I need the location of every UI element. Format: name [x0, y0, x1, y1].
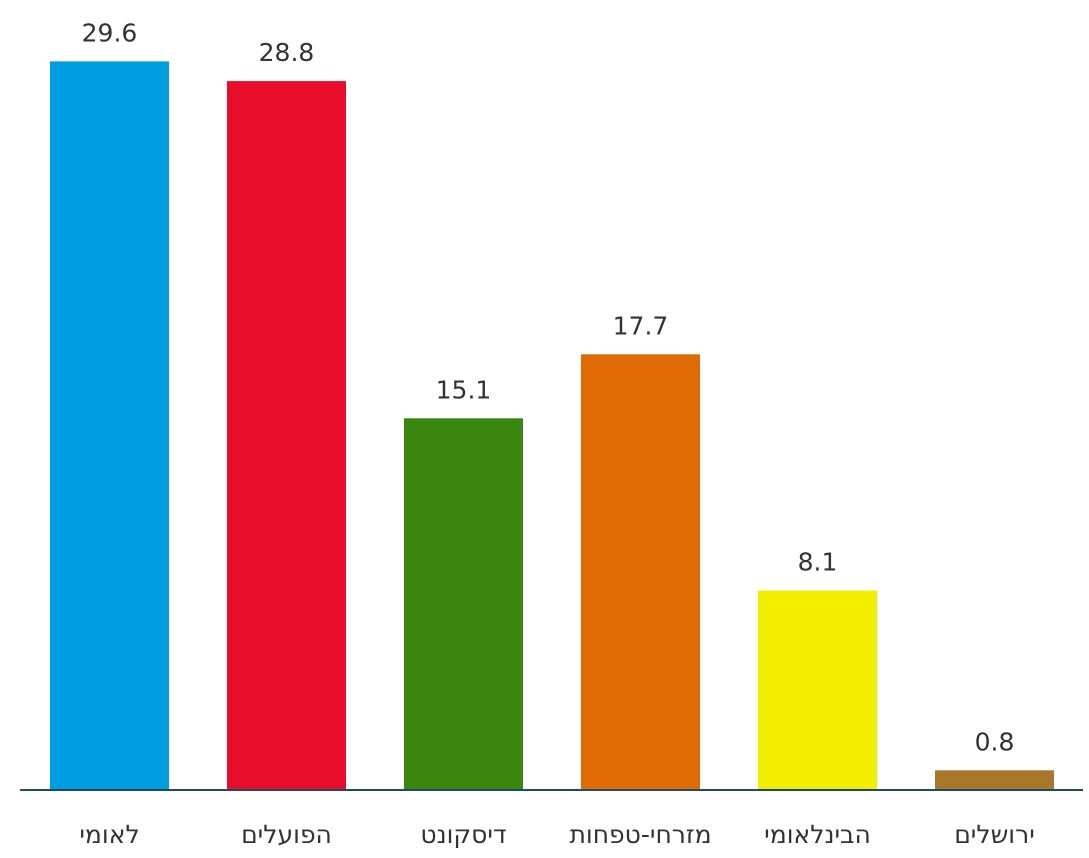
bar-6 — [935, 770, 1054, 790]
category-label-2: הפועלים — [241, 820, 332, 849]
category-label-5: הבינלאומי — [764, 820, 871, 849]
value-labels-group: 29.6 28.8 15.1 17.7 8.1 0.8 — [82, 18, 1015, 756]
bar-4 — [581, 354, 700, 790]
value-label-1: 29.6 — [82, 18, 138, 47]
bar-2 — [227, 81, 346, 791]
bars-group — [50, 61, 1054, 791]
value-label-5: 8.1 — [798, 548, 838, 577]
category-label-3: דיסקונט — [420, 820, 506, 849]
bar-5 — [758, 590, 877, 790]
value-label-3: 15.1 — [436, 375, 492, 404]
bar-1 — [50, 61, 169, 790]
category-label-1: לאומי — [79, 820, 139, 849]
value-label-2: 28.8 — [259, 38, 315, 67]
value-label-6: 0.8 — [975, 727, 1015, 756]
category-label-4: מזרחי-טפחות — [569, 820, 711, 849]
bar-3 — [404, 418, 523, 790]
value-label-4: 17.7 — [613, 311, 669, 340]
category-label-6: ירושלים — [954, 820, 1035, 849]
category-labels-group: לאומי הפועלים דיסקונט מזרחי-טפחות הבינלאומי י… — [79, 820, 1034, 849]
